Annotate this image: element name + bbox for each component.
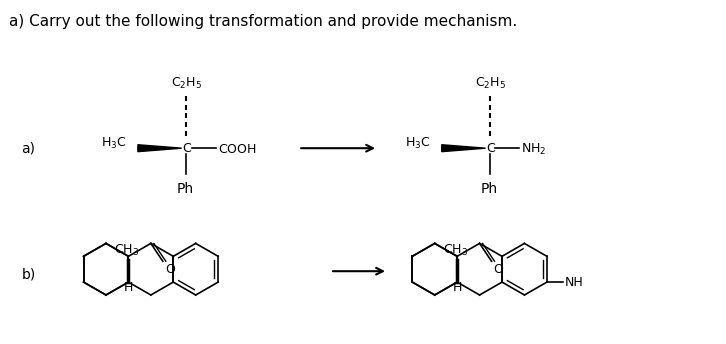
- Text: b): b): [21, 267, 36, 281]
- Text: $\mathregular{COOH}$: $\mathregular{COOH}$: [218, 143, 256, 156]
- Text: $\mathregular{H_3C}$: $\mathregular{H_3C}$: [405, 136, 431, 151]
- Text: a) Carry out the following transformation and provide mechanism.: a) Carry out the following transformatio…: [9, 14, 518, 29]
- Text: $\mathregular{CH_3}$: $\mathregular{CH_3}$: [115, 243, 139, 258]
- Text: a): a): [21, 141, 36, 155]
- Text: $\mathregular{C_2H_5}$: $\mathregular{C_2H_5}$: [475, 76, 506, 91]
- Polygon shape: [441, 145, 486, 152]
- Text: H: H: [452, 281, 462, 294]
- Polygon shape: [138, 145, 182, 152]
- Text: $\mathregular{CH_3}$: $\mathregular{CH_3}$: [443, 243, 468, 258]
- Text: Ph: Ph: [177, 182, 195, 196]
- Text: $\mathregular{C_2H_5}$: $\mathregular{C_2H_5}$: [171, 76, 202, 91]
- Text: C: C: [486, 142, 495, 155]
- Text: $\mathregular{H_3C}$: $\mathregular{H_3C}$: [101, 136, 126, 151]
- Text: O: O: [165, 263, 175, 276]
- Text: NH: NH: [565, 276, 584, 289]
- Text: Ph: Ph: [481, 182, 498, 196]
- Text: H: H: [123, 281, 133, 294]
- Text: $\mathregular{NH_2}$: $\mathregular{NH_2}$: [521, 142, 547, 157]
- Text: C: C: [182, 142, 191, 155]
- Text: O: O: [494, 263, 503, 276]
